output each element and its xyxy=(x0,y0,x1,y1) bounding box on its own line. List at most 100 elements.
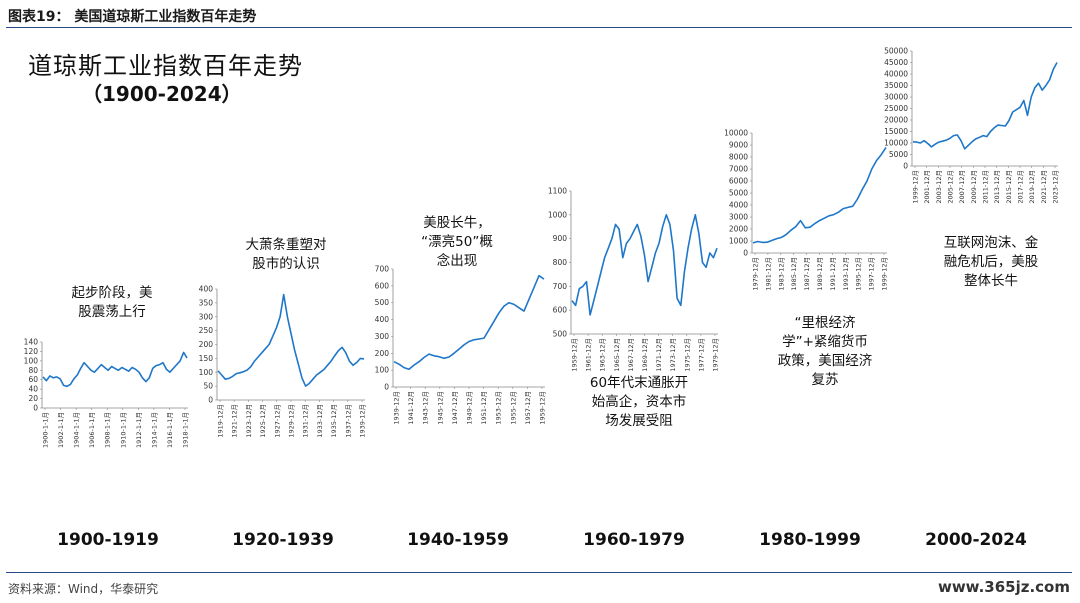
annotation-1980-1999: “里根经济 学”+紧缩货币 政策，美国经济 复苏 xyxy=(777,315,873,388)
x-tick-label: 1999-12月 xyxy=(912,170,920,204)
y-tick-label: 200 xyxy=(199,340,214,349)
y-tick-label: 10000 xyxy=(724,129,748,138)
y-tick-label: 1000 xyxy=(548,210,567,219)
x-tick-label: 1993-12月 xyxy=(842,257,850,291)
chart-panel-4: 500 600 700 800 900 1000 1100 1959-12月 1961-12月 1… xyxy=(548,187,720,372)
y-tick-label: 80 xyxy=(28,366,38,375)
x-tick-label: 1918-1-1月 xyxy=(182,412,190,448)
x-tick-label: 1910-1-1月 xyxy=(119,412,127,448)
chart-panel-2: 0 50 100 150 200 250 300 350 400 1919-12月 1921-12月… xyxy=(199,285,367,438)
x-tick-label: 1951-12月 xyxy=(480,391,488,425)
x-tick-label: 1919-12月 xyxy=(217,404,225,438)
index-line xyxy=(571,214,718,316)
x-tick-label: 2009-12月 xyxy=(970,170,978,204)
x-tick-label: 1961-12月 xyxy=(585,338,593,372)
y-tick-label: 20 xyxy=(28,394,38,403)
x-tick-label: 1995-12月 xyxy=(855,257,863,291)
x-tick-label: 2005-12月 xyxy=(947,170,955,204)
y-tick-label: 0 xyxy=(903,162,908,171)
source-note: 资料来源：Wind，华泰研究 xyxy=(8,582,159,596)
x-tick-label: 1947-12月 xyxy=(451,391,459,425)
x-tick-label: 1999-12月 xyxy=(881,257,889,291)
period-label-1900-1919: 1900-1919 xyxy=(57,530,159,550)
index-line xyxy=(912,62,1058,150)
index-line xyxy=(217,293,365,387)
y-tick-label: 60 xyxy=(28,375,38,384)
top-rule xyxy=(6,27,1072,28)
x-tick-label: 1937-12月 xyxy=(344,404,352,438)
y-tick-label: 8000 xyxy=(729,153,748,162)
chart-panel-5: 0 1000 2000 3000 4000 5000 6000 7000 8000 9000 100… xyxy=(724,129,888,291)
y-tick-label: 3000 xyxy=(729,213,748,222)
main-subtitle: （1900-2024） xyxy=(82,82,242,106)
y-tick-label: 100 xyxy=(199,368,214,377)
watermark: www.365jz.com xyxy=(937,578,1070,596)
x-tick-label: 1971-12月 xyxy=(655,338,663,372)
x-tick-label: 1916-1-1月 xyxy=(166,412,174,448)
x-tick-label: 1941-12月 xyxy=(407,391,415,425)
y-tick-label: 0 xyxy=(208,396,213,405)
x-tick-label: 2001-12月 xyxy=(923,170,931,204)
index-line xyxy=(393,274,545,371)
y-tick-label: 2000 xyxy=(729,225,748,234)
y-tick-label: 350 xyxy=(199,298,214,307)
x-tick-label: 1939-12月 xyxy=(393,391,401,425)
x-tick-label: 1973-12月 xyxy=(669,338,677,372)
x-tick-label: 2003-12月 xyxy=(935,170,943,204)
y-tick-label: 45000 xyxy=(884,58,908,67)
x-tick-label: 1969-12月 xyxy=(641,338,649,372)
y-tick-label: 600 xyxy=(375,281,390,290)
x-tick-label: 1963-12月 xyxy=(599,338,607,372)
x-tick-label: 1925-12月 xyxy=(259,404,267,438)
x-tick-label: 1927-12月 xyxy=(273,404,281,438)
x-tick-label: 1953-12月 xyxy=(495,391,503,425)
annotation-1900-1919: 起步阶段，美 股震荡上行 xyxy=(71,285,153,320)
x-tick-label: 1977-12月 xyxy=(697,338,705,372)
y-tick-label: 150 xyxy=(199,354,214,363)
y-tick-label: 6000 xyxy=(729,177,748,186)
x-tick-label: 1955-12月 xyxy=(509,391,517,425)
x-tick-label: 1981-12月 xyxy=(764,257,772,291)
x-tick-label: 1908-1-1月 xyxy=(104,412,112,448)
x-tick-label: 1967-12月 xyxy=(627,338,635,372)
x-tick-label: 1935-12月 xyxy=(330,404,338,438)
y-tick-label: 500 xyxy=(553,330,568,339)
x-tick-label: 1945-12月 xyxy=(436,391,444,425)
index-line xyxy=(42,351,188,388)
x-tick-label: 1957-12月 xyxy=(524,391,532,425)
y-tick-label: 5000 xyxy=(889,150,908,159)
y-tick-label: 5000 xyxy=(729,189,748,198)
x-tick-label: 1987-12月 xyxy=(803,257,811,291)
chart-panel-6: 0 5000 10000 15000 20000 25000 30000 35000 40000… xyxy=(884,47,1059,204)
index-line xyxy=(752,146,887,244)
x-tick-label: 1997-12月 xyxy=(868,257,876,291)
annotation-1920-1939: 大萧条重塑对 股市的认识 xyxy=(245,237,327,272)
x-tick-label: 1914-1-1月 xyxy=(150,412,158,448)
x-tick-label: 1923-12月 xyxy=(245,404,253,438)
x-tick-label: 2011-12月 xyxy=(982,170,990,204)
y-tick-label: 4000 xyxy=(729,201,748,210)
x-tick-label: 2021-12月 xyxy=(1040,170,1048,204)
y-tick-label: 40000 xyxy=(884,70,908,79)
y-tick-label: 0 xyxy=(743,249,748,258)
y-tick-label: 35000 xyxy=(884,81,908,90)
x-tick-label: 2023-12月 xyxy=(1052,170,1060,204)
y-tick-label: 500 xyxy=(375,298,390,307)
period-label-1960-1979: 1960-1979 xyxy=(583,530,685,550)
figure-title: 图表19： 美国道琼斯工业指数百年走势 xyxy=(8,9,257,25)
y-tick-label: 30000 xyxy=(884,93,908,102)
y-tick-label: 250 xyxy=(199,326,214,335)
x-tick-label: 2015-12月 xyxy=(1005,170,1013,204)
y-tick-label: 1100 xyxy=(548,187,567,196)
x-tick-label: 1943-12月 xyxy=(422,391,430,425)
bottom-rule xyxy=(6,572,1072,573)
y-tick-label: 300 xyxy=(199,312,214,321)
period-label-1980-1999: 1980-1999 xyxy=(759,530,861,550)
y-tick-label: 400 xyxy=(375,315,390,324)
x-tick-label: 2013-12月 xyxy=(993,170,1001,204)
x-tick-label: 1959-12月 xyxy=(539,391,547,425)
x-tick-label: 1991-12月 xyxy=(829,257,837,291)
x-tick-label: 1939-12月 xyxy=(359,404,367,438)
